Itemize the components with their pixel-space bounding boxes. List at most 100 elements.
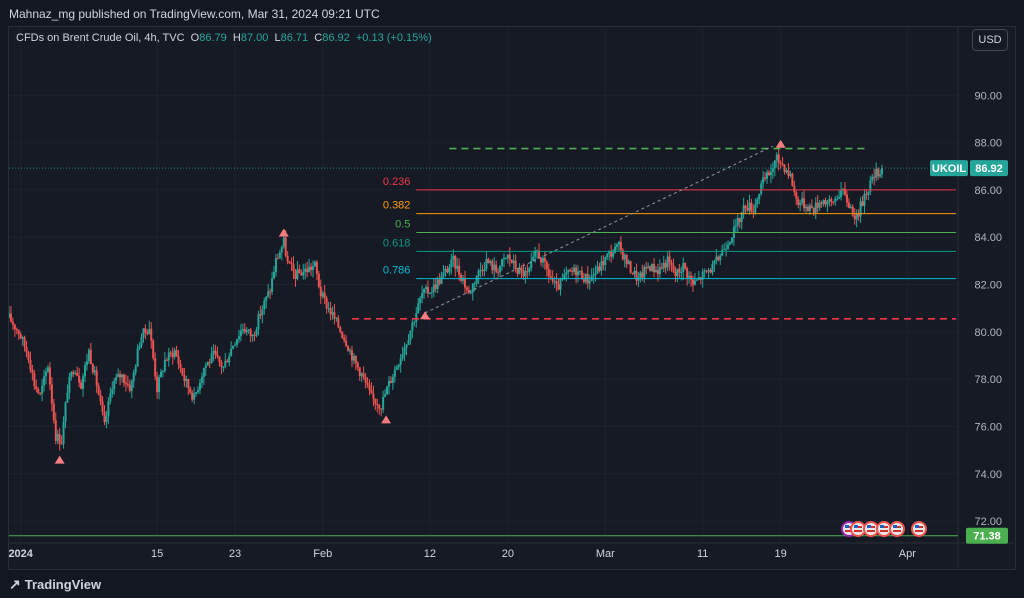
legend-close-value: 86.92 [322, 32, 350, 44]
candle-body [543, 257, 546, 262]
us-flag-event-icon[interactable] [911, 521, 927, 537]
symbol-tag-box [930, 160, 968, 177]
candle-body [779, 162, 782, 164]
candle-body [810, 205, 813, 208]
candle-body [380, 408, 383, 410]
x-tick-label-8: 19 [775, 548, 787, 560]
candle-body [91, 364, 94, 373]
candle-body [391, 376, 394, 383]
candle-body [218, 356, 221, 362]
candle-body [501, 259, 504, 266]
candle-body [450, 259, 453, 268]
candle-body [152, 340, 155, 359]
candle-body [602, 261, 605, 266]
y-tick-label-2: 76.00 [974, 421, 1002, 433]
candle-body [430, 291, 433, 293]
candle-body [530, 260, 533, 269]
candle-body [179, 363, 182, 369]
candle-body [777, 154, 780, 163]
us-flag-icon-canton [854, 525, 858, 528]
candle-body [298, 269, 301, 274]
candle-body [48, 367, 51, 385]
candle-body [115, 377, 118, 381]
candle-body [243, 329, 246, 333]
candle-body [395, 367, 398, 370]
candle-body [473, 283, 476, 285]
bottom-line-tag-box [966, 527, 1008, 544]
currency-button[interactable]: USD [972, 29, 1008, 51]
candle-body [310, 266, 313, 270]
candle-body [158, 377, 161, 393]
candle-body [384, 394, 387, 397]
candle-body [432, 284, 435, 292]
x-tick-label-3: Feb [313, 548, 332, 560]
candle-body [249, 329, 252, 337]
candle-body [337, 317, 340, 328]
y-tick-label-0: 72.00 [974, 516, 1002, 528]
candle-body [769, 172, 772, 176]
candle-body [680, 271, 683, 273]
candle-body [748, 202, 751, 211]
candle-body [234, 344, 237, 346]
candle-body [438, 279, 441, 284]
candle-body [333, 312, 336, 319]
candle-body [191, 392, 194, 400]
candle-body [358, 367, 361, 377]
candle-body [271, 278, 274, 292]
last-price-tag-value: 86.92 [975, 163, 1003, 175]
candle-body [843, 188, 846, 195]
candle-body [347, 346, 350, 352]
us-flag-event-icon[interactable] [876, 521, 892, 537]
candle-body [45, 371, 48, 377]
candle-body [341, 331, 344, 338]
us-flag-event-icon[interactable] [863, 521, 879, 537]
candle-body [308, 266, 311, 273]
candle-body [140, 337, 143, 346]
candle-body [767, 172, 770, 176]
us-flag-icon-canton [845, 525, 849, 528]
pivot-marker-1 [278, 228, 289, 237]
chart-pane[interactable] [8, 26, 1016, 570]
candle-body [834, 198, 837, 202]
candle-body [85, 361, 88, 366]
candle-body [633, 270, 636, 274]
candle-body [582, 279, 585, 282]
candle-body [165, 359, 168, 361]
us-flag-event-icon[interactable] [850, 521, 866, 537]
candle-body [417, 303, 420, 314]
candle-body [881, 168, 884, 175]
candle-body [662, 262, 665, 269]
candle-body [376, 403, 379, 406]
candle-body [467, 289, 470, 293]
candle-body [690, 275, 693, 280]
candle-body [538, 250, 541, 259]
candle-body [122, 374, 125, 383]
candle-body [70, 371, 73, 377]
candle-body [729, 242, 732, 245]
candle-body [684, 262, 687, 269]
candle-body [161, 370, 164, 372]
candle-body [304, 268, 307, 272]
candle-body [814, 202, 817, 213]
candle-body [35, 386, 38, 390]
candle-body [13, 324, 16, 330]
candle-body [623, 254, 626, 260]
candle-body [512, 260, 515, 264]
candle-body [641, 272, 644, 278]
candle-body [830, 199, 833, 202]
tradingview-logo[interactable]: ↗ TradingView [9, 576, 101, 593]
candle-body [456, 265, 459, 269]
candle-body [76, 372, 79, 376]
candle-body [349, 350, 352, 352]
fib-level-label-3: 0.618 [383, 237, 411, 249]
last-price-tag-box [970, 160, 1008, 177]
candle-body [688, 275, 691, 278]
candle-body [300, 273, 303, 276]
us-flag-event-icon[interactable] [889, 521, 905, 537]
candle-body [327, 308, 330, 310]
candle-body [27, 352, 30, 360]
candle-body [709, 270, 712, 273]
candle-body [313, 261, 316, 267]
candle-body [781, 163, 784, 165]
